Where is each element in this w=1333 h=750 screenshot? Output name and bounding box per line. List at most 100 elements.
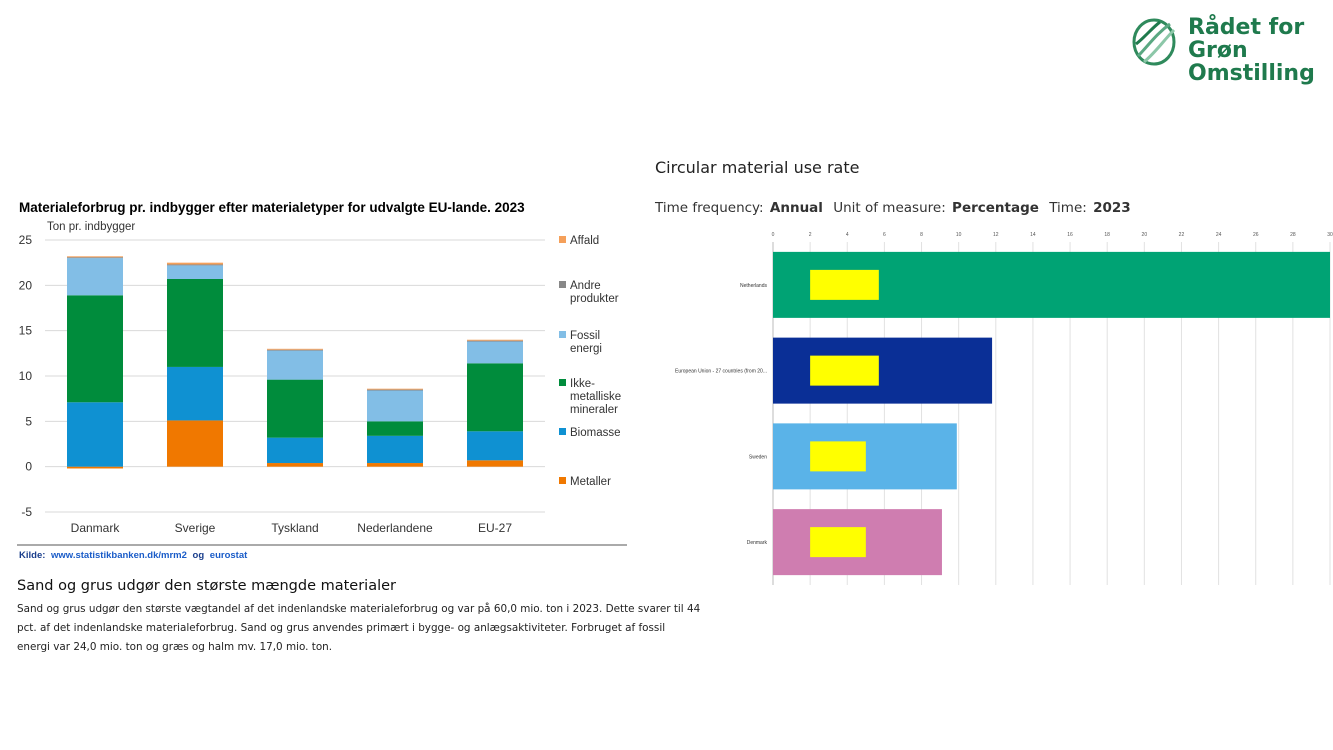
logo-line-1: Rådet for (1188, 15, 1305, 40)
source-og: og (193, 550, 205, 561)
x-tick-label: EU-27 (478, 521, 512, 535)
unit-value: Percentage (952, 200, 1039, 216)
freq-value: Annual (770, 200, 823, 216)
bar-metaller-danmark (67, 466, 123, 469)
x-tick-label: 4 (846, 232, 849, 238)
time-label: Time: (1048, 200, 1087, 216)
article-line-3: energi var 24,0 mio. ton og græs og halm… (17, 641, 333, 653)
right-chart-title: Circular material use rate (655, 158, 859, 177)
left-chart-grid (45, 239, 545, 513)
legend-label: Metaller (570, 476, 611, 488)
bar-biomasse-sverige (167, 366, 223, 421)
bar-andre-produkter-danmark (67, 257, 123, 259)
article-title: Sand og grus udgør den største mængde ma… (17, 578, 396, 594)
bar-biomasse-danmark (67, 402, 123, 467)
x-tick-label: 16 (1067, 232, 1073, 238)
left-chart-title: Materialeforbrug pr. indbygger efter mat… (19, 200, 525, 215)
source-label: Kilde: (19, 550, 45, 561)
x-tick-label: 12 (993, 232, 999, 238)
x-tick-label: 20 (1142, 232, 1148, 238)
legend-label: energi (570, 343, 602, 355)
time-value: 2023 (1093, 200, 1131, 216)
logo: Rådet for Grøn Omstilling (1130, 14, 1330, 94)
bar-affald-nederlandene (367, 388, 423, 390)
freq-label: Time frequency: (654, 200, 764, 216)
x-tick-label: 6 (883, 232, 886, 238)
article-line-2: pct. af det indenlandske materialeforbru… (17, 622, 666, 634)
right-chart-category-labels: Netherlands European Union - 27 countries… (675, 283, 767, 546)
legend-label: Affald (570, 235, 599, 247)
source-link-eurostat[interactable]: eurostat (210, 550, 248, 561)
x-tick-label: 24 (1216, 232, 1222, 238)
bar-biomasse-eu-27 (467, 431, 523, 461)
right-chart-x-axis: 0 2 4 6 8 10 12 14 16 18 20 22 24 26 28 30 (772, 232, 1333, 238)
legend-label: metalliske (570, 391, 621, 403)
bar-affald-danmark (67, 256, 123, 258)
left-chart-source: Kilde: www.statistikbanken.dk/mrm2 og eu… (19, 550, 248, 561)
logo-line-2: Grøn (1188, 38, 1248, 63)
bar-fossil-energi-danmark (67, 258, 123, 296)
x-tick-label: 18 (1104, 232, 1110, 238)
legend-swatch (559, 477, 566, 484)
bar-biomasse-tyskland (267, 437, 323, 464)
bar-ikke-metalliske-mineraler-danmark (67, 295, 123, 403)
legend-swatch (559, 379, 566, 386)
legend-swatch (559, 331, 566, 338)
x-tick-label: 22 (1179, 232, 1185, 238)
x-tick-label: 0 (772, 232, 775, 238)
x-tick-label: Nederlandene (357, 521, 433, 535)
x-tick-label: Danmark (71, 521, 121, 535)
bar-ikke-metalliske-mineraler-nederlandene (367, 421, 423, 436)
article-line-1: Sand og grus udgør den største vægtandel… (17, 603, 701, 615)
bar-fossil-energi-sverige (167, 265, 223, 279)
highlight-box (810, 355, 879, 386)
left-chart-bars (67, 256, 523, 469)
bar-metaller-sverige (167, 420, 223, 467)
x-tick-label: 2 (809, 232, 812, 238)
right-chart-meta: Time frequency: Annual Unit of measure: … (654, 200, 1131, 216)
bar-biomasse-nederlandene (367, 435, 423, 464)
x-tick-label: 28 (1290, 232, 1296, 238)
logo-line-3: Omstilling (1188, 61, 1315, 86)
unit-label: Unit of measure: (833, 200, 946, 216)
x-tick-label: Sverige (175, 521, 216, 535)
highlight-box (810, 269, 879, 300)
legend-label: mineraler (570, 404, 618, 416)
article: Sand og grus udgør den største mængde ma… (17, 578, 717, 657)
bar-fossil-energi-tyskland (267, 350, 323, 380)
bar-ikke-metalliske-mineraler-eu-27 (467, 363, 523, 432)
right-chart-bars (773, 251, 1330, 576)
left-chart-x-axis: Danmark Sverige Tyskland Nederlandene EU-27 (71, 521, 513, 535)
highlight-box (810, 441, 866, 472)
y-tick-label: 15 (19, 324, 33, 338)
bar-metaller-nederlandene (367, 463, 423, 467)
highlight-box (810, 527, 866, 558)
bar-metaller-eu-27 (467, 460, 523, 467)
legend-label: Ikke- (570, 378, 595, 390)
x-tick-label: Tyskland (271, 521, 318, 535)
bar-fossil-energi-nederlandene (367, 390, 423, 422)
bar-andre-produkter-tyskland (267, 349, 323, 351)
bar-affald-eu-27 (467, 339, 523, 341)
left-chart-y-axis: -5 0 5 10 15 20 25 (19, 233, 33, 519)
bar-fossil-energi-eu-27 (467, 341, 523, 364)
bar-ikke-metalliske-mineraler-sverige (167, 278, 223, 367)
x-tick-label: 30 (1327, 232, 1333, 238)
bar-metaller-tyskland (267, 463, 323, 467)
y-tick-label: 10 (19, 369, 33, 383)
y-tick-label: 20 (19, 278, 33, 292)
legend-swatch (559, 428, 566, 435)
bar-andre-produkter-eu-27 (467, 340, 523, 342)
y-tick-label: 5 (25, 414, 32, 428)
y-tick-label: 0 (25, 460, 32, 474)
material-consumption-chart: Materialeforbrug pr. indbygger efter mat… (17, 200, 627, 561)
category-label: European Union - 27 countries (from 20..… (675, 369, 767, 375)
source-link-statistikbanken[interactable]: www.statistikbanken.dk/mrm2 (50, 550, 187, 561)
category-label: Denmark (747, 540, 768, 546)
category-label: Netherlands (740, 283, 767, 289)
bar-affald-tyskland (267, 348, 323, 350)
y-tick-label: 25 (19, 233, 33, 247)
bar-european-union-27-countries-from-20 (773, 337, 993, 404)
leaf-logo-icon (1132, 18, 1176, 66)
